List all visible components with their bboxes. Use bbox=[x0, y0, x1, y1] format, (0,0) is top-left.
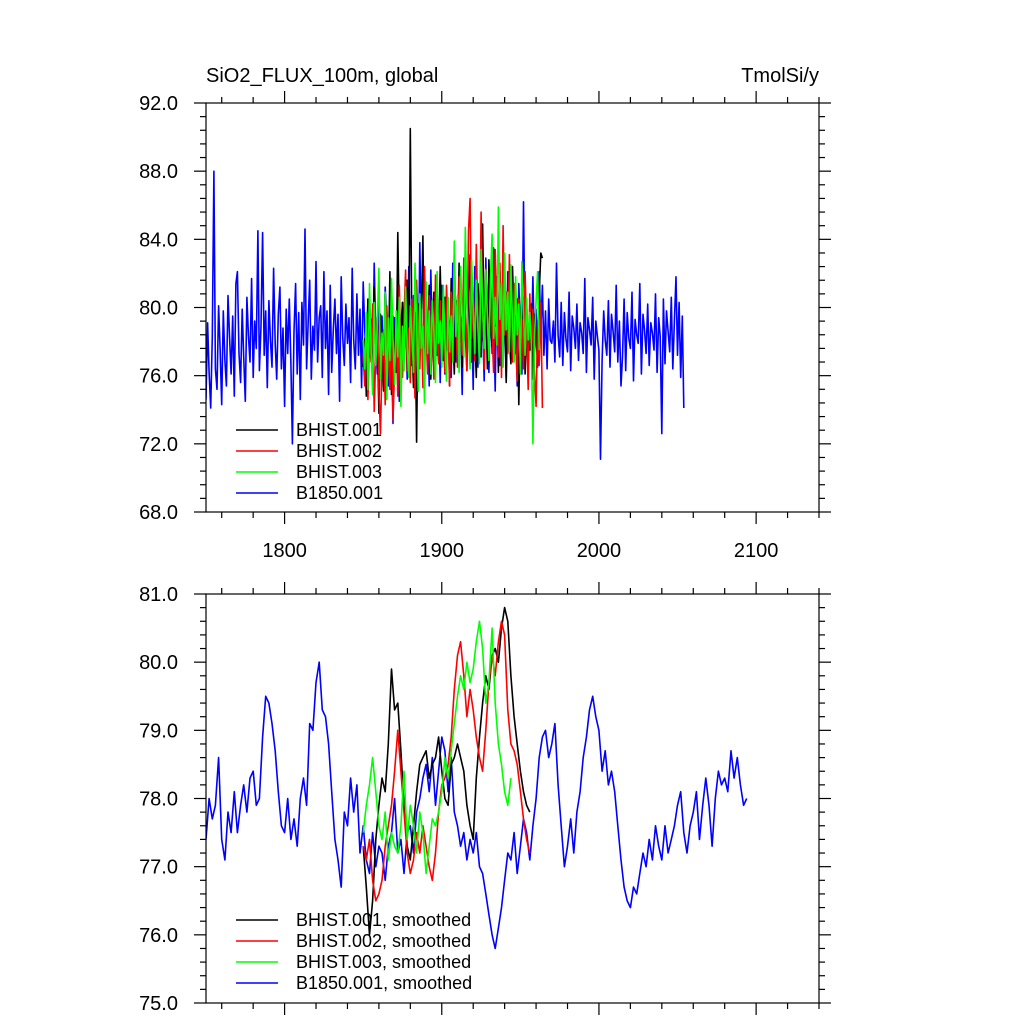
chart1-y-tick-label: 75.0 bbox=[139, 993, 178, 1015]
chart1-legend-label: BHIST.002, smoothed bbox=[296, 931, 471, 951]
chart0-x-tick-label: 2100 bbox=[734, 540, 779, 562]
chart1-y-tick-label: 81.0 bbox=[139, 584, 178, 606]
chart1-series-bhist-003-smoothedline bbox=[362, 620, 512, 875]
chart0-legend-label: BHIST.002 bbox=[296, 441, 382, 461]
chart0-series-b1850-001line bbox=[206, 170, 685, 461]
chart1-legend-label: BHIST.001, smoothed bbox=[296, 910, 471, 930]
chart1-y-tick-label: 78.0 bbox=[139, 789, 178, 811]
chart0-x-tick-label: 1800 bbox=[262, 540, 307, 562]
chart0-y-tick-label: 88.0 bbox=[139, 161, 178, 183]
chart0-y-tick-label: 80.0 bbox=[139, 298, 178, 320]
chart0-y-tick-label: 72.0 bbox=[139, 434, 178, 456]
chart0-y-tick-label: 68.0 bbox=[139, 502, 178, 524]
chart0-y-tick-label: 76.0 bbox=[139, 366, 178, 388]
chart1-series-group bbox=[206, 606, 748, 950]
chart1-series-b1850-001-smoothedline bbox=[206, 661, 748, 950]
chart0-y-tick-label: 84.0 bbox=[139, 229, 178, 251]
bottom-panel: 75.0 76.0 77.0 78.0 79.0 80.0 81.0 BHIST.001, s… bbox=[139, 582, 831, 1015]
chart1-y-tick-label: 80.0 bbox=[139, 652, 178, 674]
top-panel: 1800 1900 2000 2100 68.0 72.0 76.0 80.0 84.0 88.0… bbox=[139, 65, 831, 562]
chart1-y-tick-label: 79.0 bbox=[139, 720, 178, 742]
chart1-legend-label: BHIST.003, smoothed bbox=[296, 952, 471, 972]
chart0-legend-label: BHIST.003 bbox=[296, 462, 382, 482]
chart0-title: SiO2_FLUX_100m, global bbox=[206, 65, 438, 87]
chart0-legend-label: B1850.001 bbox=[296, 483, 383, 503]
chart0-units: TmolSi/y bbox=[741, 65, 819, 87]
chart1-y-tick-label: 76.0 bbox=[139, 925, 178, 947]
chart0-legend-label: BHIST.001 bbox=[296, 420, 382, 440]
chart0-series-group bbox=[206, 127, 685, 461]
chart1-y-tick-label: 77.0 bbox=[139, 857, 178, 879]
chart1-legend-label: B1850.001, smoothed bbox=[296, 973, 472, 993]
chart0-y-tick-label: 92.0 bbox=[139, 93, 178, 115]
chart0-x-tick-label: 2000 bbox=[577, 540, 622, 562]
chart0-series-bhist-003line bbox=[362, 206, 540, 445]
chart0-x-tick-label: 1900 bbox=[420, 540, 465, 562]
